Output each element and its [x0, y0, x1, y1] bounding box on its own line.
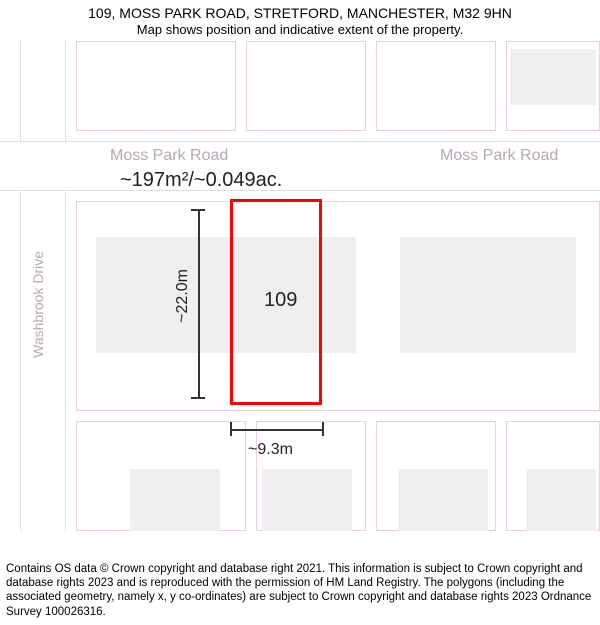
road-label-moss-left: Moss Park Road	[110, 147, 228, 165]
dim-cap-height-top	[191, 209, 205, 211]
property-address: 109, MOSS PARK ROAD, STRETFORD, MANCHEST…	[10, 4, 590, 22]
building	[398, 469, 488, 531]
plot-outline	[246, 41, 366, 131]
dim-line-width	[230, 429, 322, 431]
header-subtitle: Map shows position and indicative extent…	[10, 22, 590, 39]
dim-line-height	[198, 209, 200, 397]
dim-cap-width-right	[322, 422, 324, 436]
plot-outline	[76, 41, 236, 131]
building	[510, 49, 596, 105]
plot-outline	[376, 41, 496, 131]
header: 109, MOSS PARK ROAD, STRETFORD, MANCHEST…	[0, 0, 600, 41]
dim-label-width: ~9.3m	[248, 441, 293, 459]
dim-cap-height-bottom	[191, 397, 205, 399]
area-label: ~197m²/~0.049ac.	[120, 169, 282, 192]
building	[526, 469, 596, 531]
building	[262, 469, 352, 531]
building	[130, 469, 220, 531]
road-label-washbrook: Washbrook Drive	[30, 251, 46, 358]
house-number: 109	[264, 289, 297, 312]
building	[400, 237, 576, 353]
dim-cap-width-left	[230, 422, 232, 436]
map-canvas: Washbrook Drive Moss Park Road Moss Park…	[0, 41, 600, 531]
copyright-footer: Contains OS data © Crown copyright and d…	[0, 558, 600, 625]
dim-label-height: ~22.0m	[174, 269, 192, 323]
road-label-moss-right: Moss Park Road	[440, 147, 558, 165]
